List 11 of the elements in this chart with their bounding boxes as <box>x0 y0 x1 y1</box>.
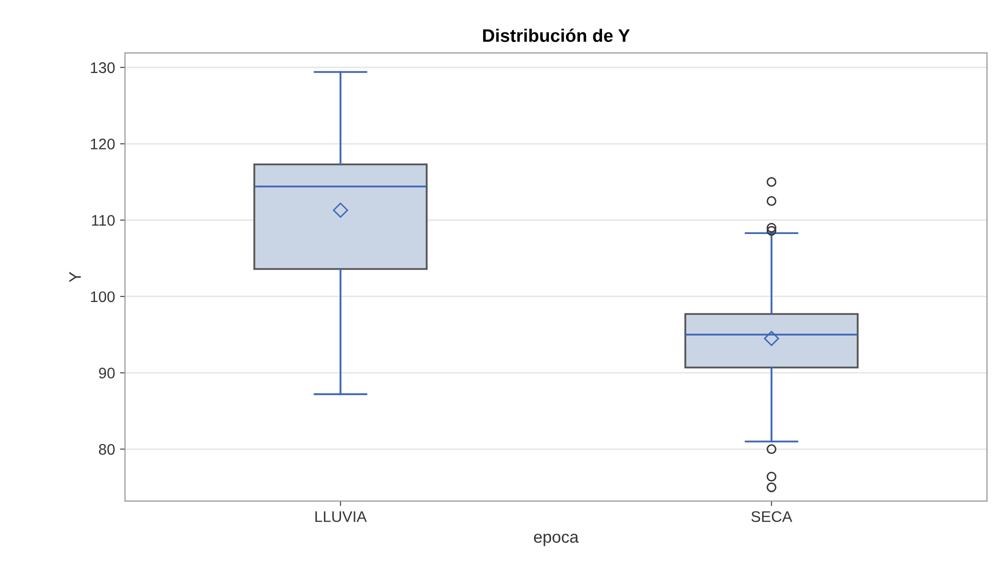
x-tick-label: SECA <box>751 511 792 522</box>
y-tick-label: 120 <box>90 138 115 150</box>
y-axis-title: Y <box>69 272 81 282</box>
y-tick-label: 90 <box>99 368 115 378</box>
x-axis-title: epoca <box>534 534 579 546</box>
y-tick-label: 130 <box>90 62 115 74</box>
y-tick-label: 80 <box>98 444 115 455</box>
x-tick-label: LLUVIA <box>315 511 367 522</box>
y-tick-label: 100 <box>90 291 115 302</box>
chart-title: Distribución de Y <box>483 28 630 42</box>
y-tick-label: 110 <box>92 214 115 226</box>
